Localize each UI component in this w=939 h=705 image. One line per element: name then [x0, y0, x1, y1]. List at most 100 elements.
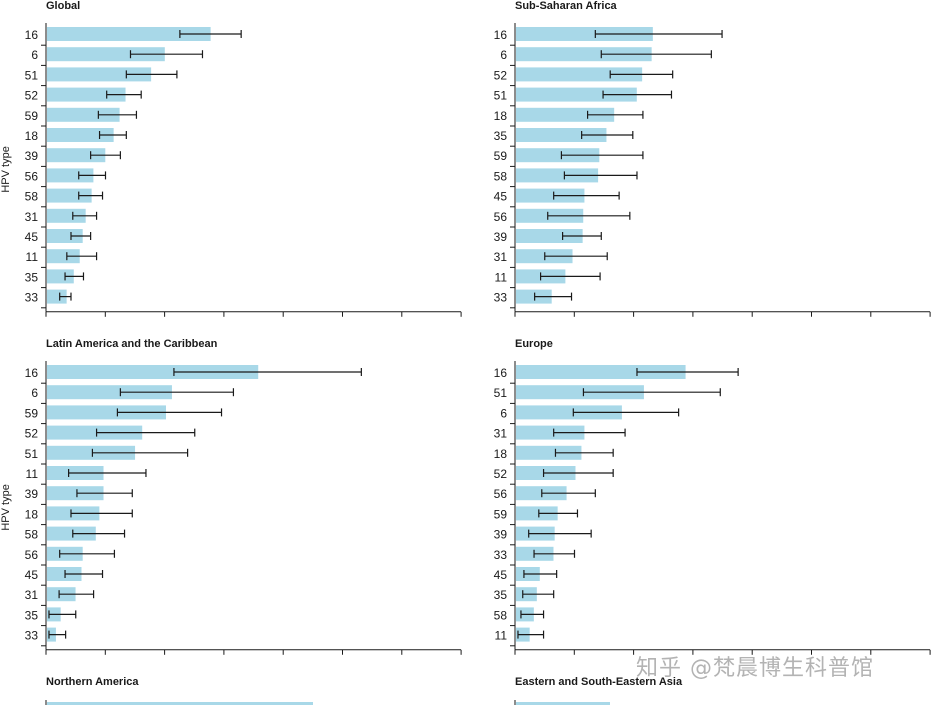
panel-2-category-label: 58 — [494, 169, 508, 183]
panel-1-category-label: 39 — [25, 149, 39, 163]
panel-3-category-label: 39 — [25, 487, 39, 501]
panel-1-bar-hpv-45 — [47, 229, 83, 243]
panel-3-bar-hpv-39 — [47, 486, 104, 501]
panel-4-category-label: 16 — [494, 366, 508, 380]
watermark-text: 知乎 @梵晨博生科普馆 — [636, 656, 874, 681]
panel-1-bar-hpv-58 — [47, 188, 92, 203]
panel-3-bar-hpv-45 — [47, 567, 82, 581]
panel-4-bar-hpv-51 — [516, 385, 644, 400]
panel-1-bar-hpv-31 — [47, 208, 86, 223]
panel-4-category-label: 6 — [500, 406, 507, 420]
panel-3-bar-hpv-16 — [47, 365, 259, 379]
panel-4-category-label: 39 — [494, 528, 508, 542]
panel-2-category-label: 35 — [494, 129, 508, 143]
panel-1-bar-hpv-11 — [47, 249, 80, 264]
panel-1-category-label: 45 — [25, 230, 39, 244]
panel-1-category-label: 58 — [25, 190, 39, 204]
panel-4-category-label: 45 — [494, 568, 508, 582]
panel-1-category-label: 16 — [25, 28, 39, 42]
panel-4-bar-hpv-16 — [516, 365, 686, 379]
partial-panel-2-title: Eastern and South-Eastern Asia — [515, 676, 683, 688]
panel-1-category-label: 33 — [25, 291, 39, 305]
panel-2-category-label: 18 — [494, 109, 508, 123]
panel-3-title: Latin America and the Caribbean — [46, 338, 218, 350]
panel-1-bar-hpv-16 — [47, 27, 211, 41]
panel-3-category-label: 33 — [25, 629, 39, 643]
panel-4-bar-hpv-31 — [516, 425, 585, 440]
panel-1-category-label: 35 — [25, 270, 39, 284]
panel-3-bar-hpv-58 — [47, 526, 96, 541]
panel-1-bar-hpv-56 — [47, 168, 94, 183]
partial-panel-1-title: Northern America — [46, 676, 139, 688]
panel-4-category-label: 31 — [494, 427, 508, 441]
panel-4-category-label: 56 — [494, 487, 508, 501]
panel-2-bar-hpv-51 — [516, 87, 637, 102]
panel-1-bar-hpv-18 — [47, 128, 114, 142]
panel-1-bar-hpv-51 — [47, 67, 152, 82]
panel-3-bar-hpv-52 — [47, 425, 143, 440]
panel-2-category-label: 16 — [494, 28, 508, 42]
panel-3-category-label: 58 — [25, 528, 39, 542]
panel-1-y-axis-title: HPV type — [0, 146, 12, 192]
panel-2-title: Sub-Saharan Africa — [515, 0, 618, 12]
panel-4-category-label: 11 — [495, 629, 508, 643]
panel-3-bar-hpv-6 — [47, 385, 172, 400]
partial-panel-2-bar — [516, 702, 610, 705]
panel-4-bar-hpv-6 — [516, 405, 622, 420]
panel-1-title: Global — [46, 0, 80, 12]
panel-2-bar-hpv-58 — [516, 168, 599, 183]
panel-3-bar-hpv-51 — [47, 445, 136, 460]
panel-2-category-label: 33 — [494, 291, 508, 305]
panel-1-bar-hpv-52 — [47, 87, 126, 102]
panel-2-category-label: 45 — [494, 190, 508, 204]
panel-4-category-label: 52 — [494, 467, 508, 481]
panel-1-category-label: 11 — [26, 250, 39, 264]
panel-1-category-label: 18 — [25, 129, 39, 143]
panel-3-category-label: 16 — [25, 366, 39, 380]
panel-3-category-label: 35 — [25, 608, 39, 622]
panel-2-category-label: 51 — [494, 89, 508, 103]
panel-4-category-label: 59 — [494, 507, 508, 521]
panel-3-category-label: 59 — [25, 406, 39, 420]
panel-3-bar-hpv-59 — [47, 405, 166, 420]
panel-3-category-label: 11 — [26, 467, 39, 481]
panel-2-bar-hpv-59 — [516, 148, 600, 163]
panel-4-category-label: 35 — [494, 588, 508, 602]
panel-3-category-label: 18 — [25, 507, 39, 521]
panel-3-category-label: 6 — [31, 386, 38, 400]
panel-3-category-label: 31 — [25, 588, 39, 602]
panel-2-bar-hpv-16 — [516, 27, 653, 41]
panel-1-category-label: 52 — [25, 89, 39, 103]
panel-2-category-label: 39 — [494, 230, 508, 244]
panel-2-bar-hpv-35 — [516, 128, 607, 142]
panel-2-bar-hpv-33 — [516, 289, 552, 304]
panel-4-bar-hpv-18 — [516, 445, 582, 460]
panel-2-bar-hpv-39 — [516, 229, 583, 243]
panel-3-category-label: 52 — [25, 427, 39, 441]
panel-1-bar-hpv-35 — [47, 269, 74, 284]
panel-4-title: Europe — [515, 338, 553, 350]
panel-1-bar-hpv-33 — [47, 289, 67, 304]
panel-1-category-label: 51 — [25, 68, 39, 82]
panel-2-category-label: 52 — [494, 68, 508, 82]
panel-1-bar-hpv-59 — [47, 107, 120, 122]
panel-2-category-label: 6 — [500, 48, 507, 62]
panel-2-bar-hpv-45 — [516, 188, 585, 203]
panel-3-category-label: 45 — [25, 568, 39, 582]
panel-2-bar-hpv-18 — [516, 107, 615, 122]
panel-3-y-axis-title: HPV type — [0, 484, 12, 530]
panel-2-category-label: 31 — [494, 250, 508, 264]
panel-4-category-label: 18 — [494, 447, 508, 461]
panel-1-category-label: 6 — [31, 48, 38, 62]
panel-1-category-label: 31 — [25, 210, 39, 224]
panel-2-bar-hpv-6 — [516, 47, 652, 62]
panel-4-category-label: 51 — [494, 386, 508, 400]
panel-1-category-label: 56 — [25, 169, 39, 183]
panel-4-category-label: 33 — [494, 548, 508, 562]
panel-3-category-label: 56 — [25, 548, 39, 562]
panel-4-category-label: 58 — [494, 608, 508, 622]
panel-2-category-label: 11 — [495, 270, 508, 284]
panel-1-category-label: 59 — [25, 109, 39, 123]
panel-4-bar-hpv-59 — [516, 506, 558, 521]
